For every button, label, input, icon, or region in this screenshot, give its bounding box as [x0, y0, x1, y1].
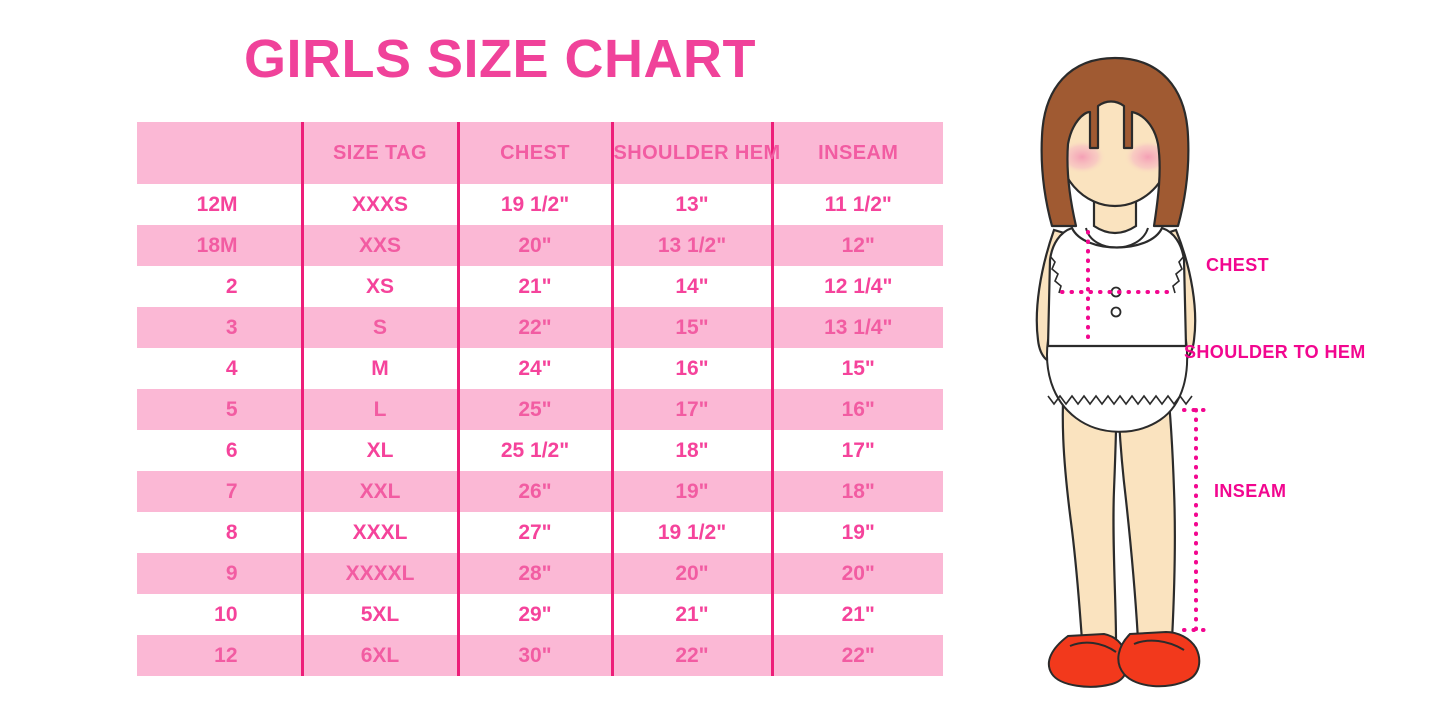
cell-chest: 21"	[456, 266, 612, 307]
cell-size: 12M	[196, 192, 238, 216]
cell-inseam: 12"	[770, 225, 943, 266]
cell-chest: 25"	[456, 389, 612, 430]
cell-chest: 30"	[456, 635, 612, 676]
cell-chest: 27"	[456, 512, 612, 553]
cell-size: 8	[225, 520, 238, 544]
cell-shoulder-hem: 22"	[610, 635, 772, 676]
cell-shoulder-hem: 13"	[610, 184, 772, 225]
cell-size: 3	[225, 315, 238, 339]
cell-size-tag: XS	[300, 266, 458, 307]
cell-shoulder-hem: 13 1/2"	[610, 225, 772, 266]
cell-size-tag: 5XL	[300, 594, 458, 635]
cell-size-tag: L	[300, 389, 458, 430]
page-title: GIRLS SIZE CHART	[243, 29, 756, 89]
measurement-label-chest: CHEST	[1206, 255, 1270, 275]
cell-size: 9	[225, 561, 238, 585]
cell-inseam: 18"	[770, 471, 943, 512]
cell-chest: 29"	[456, 594, 612, 635]
cell-size-tag: XXXL	[300, 512, 458, 553]
cell-inseam: 21"	[770, 594, 943, 635]
button-bottom	[1110, 306, 1122, 318]
cell-size-tag: S	[300, 307, 458, 348]
cell-chest: 24"	[456, 348, 612, 389]
cell-size-tag: XXS	[300, 225, 458, 266]
cell-shoulder-hem: 19 1/2"	[610, 512, 772, 553]
cell-shoulder-hem: 16"	[610, 348, 772, 389]
table-row: 12 6XL 30" 22" 22"	[137, 635, 943, 676]
table-row: 4 M 24" 16" 15"	[137, 348, 943, 389]
cell-size-tag: XXXXL	[300, 553, 458, 594]
head-shape	[1040, 56, 1190, 228]
cell-size: 12	[214, 643, 238, 667]
cell-shoulder-hem: 20"	[610, 553, 772, 594]
table-row: 8 XXXL 27" 19 1/2" 19"	[137, 512, 943, 553]
cell-chest: 25 1/2"	[456, 430, 612, 471]
cell-inseam: 16"	[770, 389, 943, 430]
table-header: SIZE TAG CHEST SHOULDER HEM INSEAM	[137, 122, 943, 184]
cell-shoulder-hem: 14"	[610, 266, 772, 307]
inseam-bracket	[1182, 408, 1210, 632]
cell-size: 4	[225, 356, 238, 380]
table-header-row: SIZE TAG CHEST SHOULDER HEM INSEAM	[137, 122, 943, 184]
column-header-shoulder-hem: SHOULDER HEM	[610, 122, 780, 184]
column-header-chest: CHEST	[456, 122, 612, 184]
cell-size: 5	[225, 397, 238, 421]
cell-chest: 20"	[456, 225, 612, 266]
cell-size: 18M	[196, 233, 238, 257]
cell-size: 10	[214, 602, 238, 626]
cell-size-tag: 6XL	[300, 635, 458, 676]
cell-inseam: 15"	[770, 348, 943, 389]
cell-chest: 26"	[456, 471, 612, 512]
measurement-label-inseam: INSEAM	[1214, 481, 1287, 501]
measurement-guides	[1060, 230, 1172, 348]
table-row: 10 5XL 29" 21" 21"	[137, 594, 943, 635]
cell-size-tag: XL	[300, 430, 458, 471]
cell-shoulder-hem: 18"	[610, 430, 772, 471]
table-row: 12M XXXS 19 1/2" 13" 11 1/2"	[137, 184, 943, 225]
cell-shoulder-hem: 21"	[610, 594, 772, 635]
cell-inseam: 22"	[770, 635, 943, 676]
cell-shoulder-hem: 19"	[610, 471, 772, 512]
cell-size: 7	[225, 479, 238, 503]
table-row: 5 L 25" 17" 16"	[137, 389, 943, 430]
table-row: 6 XL 25 1/2" 18" 17"	[137, 430, 943, 471]
cell-chest: 28"	[456, 553, 612, 594]
girl-illustration	[990, 40, 1240, 700]
cell-size-tag: M	[300, 348, 458, 389]
table-row: 2 XS 21" 14" 12 1/4"	[137, 266, 943, 307]
cell-inseam: 20"	[770, 553, 943, 594]
table-body: 12M XXXS 19 1/2" 13" 11 1/2" 18M XXS 20" 13 1/2"…	[137, 184, 943, 676]
cell-inseam: 11 1/2"	[770, 184, 943, 225]
skirt-shape	[1046, 339, 1193, 433]
cell-chest: 19 1/2"	[456, 184, 612, 225]
cell-inseam: 13 1/4"	[770, 307, 943, 348]
cell-size: 2	[225, 274, 238, 298]
top-shape	[1046, 226, 1188, 348]
column-header-inseam: INSEAM	[770, 122, 943, 184]
column-header-size-tag: SIZE TAG	[300, 122, 458, 184]
cell-chest: 22"	[456, 307, 612, 348]
shoes-shape	[1047, 630, 1201, 688]
table-row: 7 XXL 26" 19" 18"	[137, 471, 943, 512]
cell-shoulder-hem: 15"	[610, 307, 772, 348]
cell-size: 6	[225, 438, 238, 462]
cell-size-tag: XXL	[300, 471, 458, 512]
cell-size-tag: XXXS	[300, 184, 458, 225]
cell-inseam: 17"	[770, 430, 943, 471]
cell-inseam: 19"	[770, 512, 943, 553]
table-row: 18M XXS 20" 13 1/2" 12"	[137, 225, 943, 266]
column-header-size	[137, 122, 302, 184]
cell-shoulder-hem: 17"	[610, 389, 772, 430]
cell-inseam: 12 1/4"	[770, 266, 943, 307]
table-row: 3 S 22" 15" 13 1/4"	[137, 307, 943, 348]
table-row: 9 XXXXL 28" 20" 20"	[137, 553, 943, 594]
measurement-label-shoulder-to-hem: SHOULDER TO HEM	[1184, 342, 1366, 362]
size-chart-table: SIZE TAG CHEST SHOULDER HEM INSEAM 12M XX…	[137, 122, 943, 676]
